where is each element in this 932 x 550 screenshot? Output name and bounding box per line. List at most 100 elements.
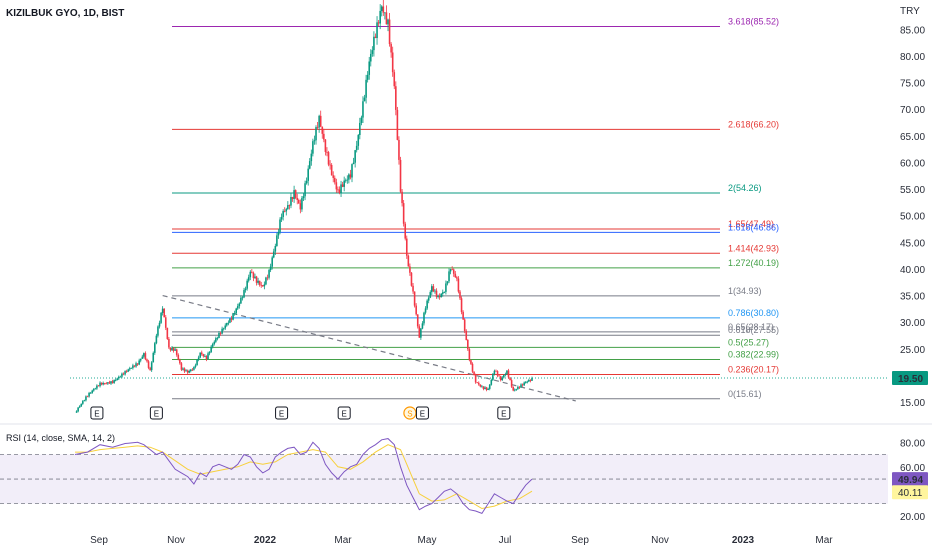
rsi-sma-badge [892, 485, 928, 500]
candle-body [324, 139, 327, 152]
candle-body [316, 127, 319, 128]
price-axis-tick: 65.00 [900, 132, 925, 143]
candle-body [254, 276, 256, 279]
candle-body [313, 140, 316, 142]
candle-body [429, 292, 432, 298]
candle-body [528, 380, 530, 382]
candle-body [402, 203, 405, 224]
candle-body [215, 338, 217, 342]
candle-body [407, 255, 410, 267]
candle-body [174, 349, 176, 351]
candle-body [365, 79, 367, 98]
candle-body [299, 203, 302, 210]
candle-body [77, 407, 79, 412]
event-marker-label: E [342, 410, 347, 419]
candle-body [202, 354, 205, 357]
price-axis-tick: 75.00 [900, 79, 925, 90]
candle-body [111, 381, 114, 383]
candle-body [243, 290, 245, 298]
candle-body [240, 297, 242, 304]
candle-body [247, 277, 250, 281]
candle-body [124, 371, 126, 375]
candle-body [147, 361, 150, 368]
candle-body [467, 339, 469, 350]
candle-body [404, 223, 407, 239]
candle-body [385, 12, 388, 25]
candle-body [476, 382, 479, 384]
candle-body [338, 189, 341, 193]
time-axis-label: Sep [90, 535, 108, 546]
candle-body [236, 306, 239, 309]
candle-body [219, 332, 222, 334]
candle-body [351, 164, 353, 178]
fib-level-label: 0.5(25.27) [728, 337, 769, 347]
candle-body [282, 210, 284, 217]
candle-body [390, 44, 392, 53]
time-axis-label: 2023 [732, 535, 755, 546]
candle-body [258, 280, 261, 285]
currency-label: TRY [900, 6, 920, 17]
candle-body [146, 359, 148, 362]
candle-body [454, 273, 457, 278]
candle-body [416, 314, 419, 327]
candle-body [182, 368, 184, 370]
earnings-event-icon[interactable] [497, 406, 511, 420]
candle-body [485, 387, 488, 390]
price-axis-tick: 55.00 [900, 185, 925, 196]
candle-body [513, 389, 516, 391]
candle-body [100, 382, 103, 385]
candle-body [477, 382, 480, 385]
candle-body [268, 270, 270, 278]
candle-body [110, 381, 112, 384]
candle-body [349, 174, 352, 178]
earnings-event-icon[interactable] [90, 406, 104, 420]
earnings-event-icon[interactable] [149, 406, 163, 420]
candle-body [241, 297, 244, 299]
candle-body [437, 295, 439, 297]
candle-body [251, 271, 253, 273]
candle-body [133, 365, 136, 367]
candle-body [266, 277, 269, 279]
candle-body [481, 386, 483, 388]
candle-body [175, 349, 178, 355]
earnings-event-icon[interactable] [275, 406, 289, 420]
candle-body [127, 369, 130, 372]
candle-body [459, 291, 461, 299]
time-axis-label: May [418, 535, 437, 546]
earnings-event-icon[interactable] [337, 406, 351, 420]
fib-level-label: 2.618(66.20) [728, 119, 779, 129]
candle-body [180, 363, 183, 370]
fib-level-label: 0.382(22.99) [728, 349, 779, 359]
candle-body [332, 175, 335, 178]
candle-body [434, 290, 436, 292]
rsi-axis-tick: 80.00 [900, 438, 925, 449]
candle-body [194, 365, 197, 367]
candle-body [509, 377, 511, 381]
candle-body [183, 368, 186, 372]
price-axis-tick: 40.00 [900, 265, 925, 276]
candle-body [301, 198, 303, 210]
chart-symbol-title: KIZILBUK GYO, 1D, BIST [6, 8, 124, 19]
candle-body [235, 308, 237, 314]
candle-body [285, 209, 288, 212]
candle-body [138, 360, 140, 365]
split-event-icon[interactable] [403, 406, 417, 420]
candle-body [288, 205, 291, 206]
rsi-value-label: 49.94 [898, 475, 923, 486]
candle-body [482, 386, 485, 389]
fib-level-label: 2(54.26) [728, 183, 762, 193]
candle-body [191, 369, 194, 371]
candle-body [329, 164, 331, 166]
candle-body [269, 266, 272, 271]
candle-body [274, 246, 277, 252]
rsi-sma-line [75, 444, 533, 510]
time-axis-label: Jul [499, 535, 512, 546]
candle-body [352, 162, 355, 165]
candle-body [85, 396, 87, 401]
candle-body [283, 210, 286, 212]
candle-body [340, 184, 342, 193]
candle-body [380, 6, 383, 11]
event-marker-label: E [154, 410, 159, 419]
earnings-event-icon[interactable] [415, 406, 429, 420]
